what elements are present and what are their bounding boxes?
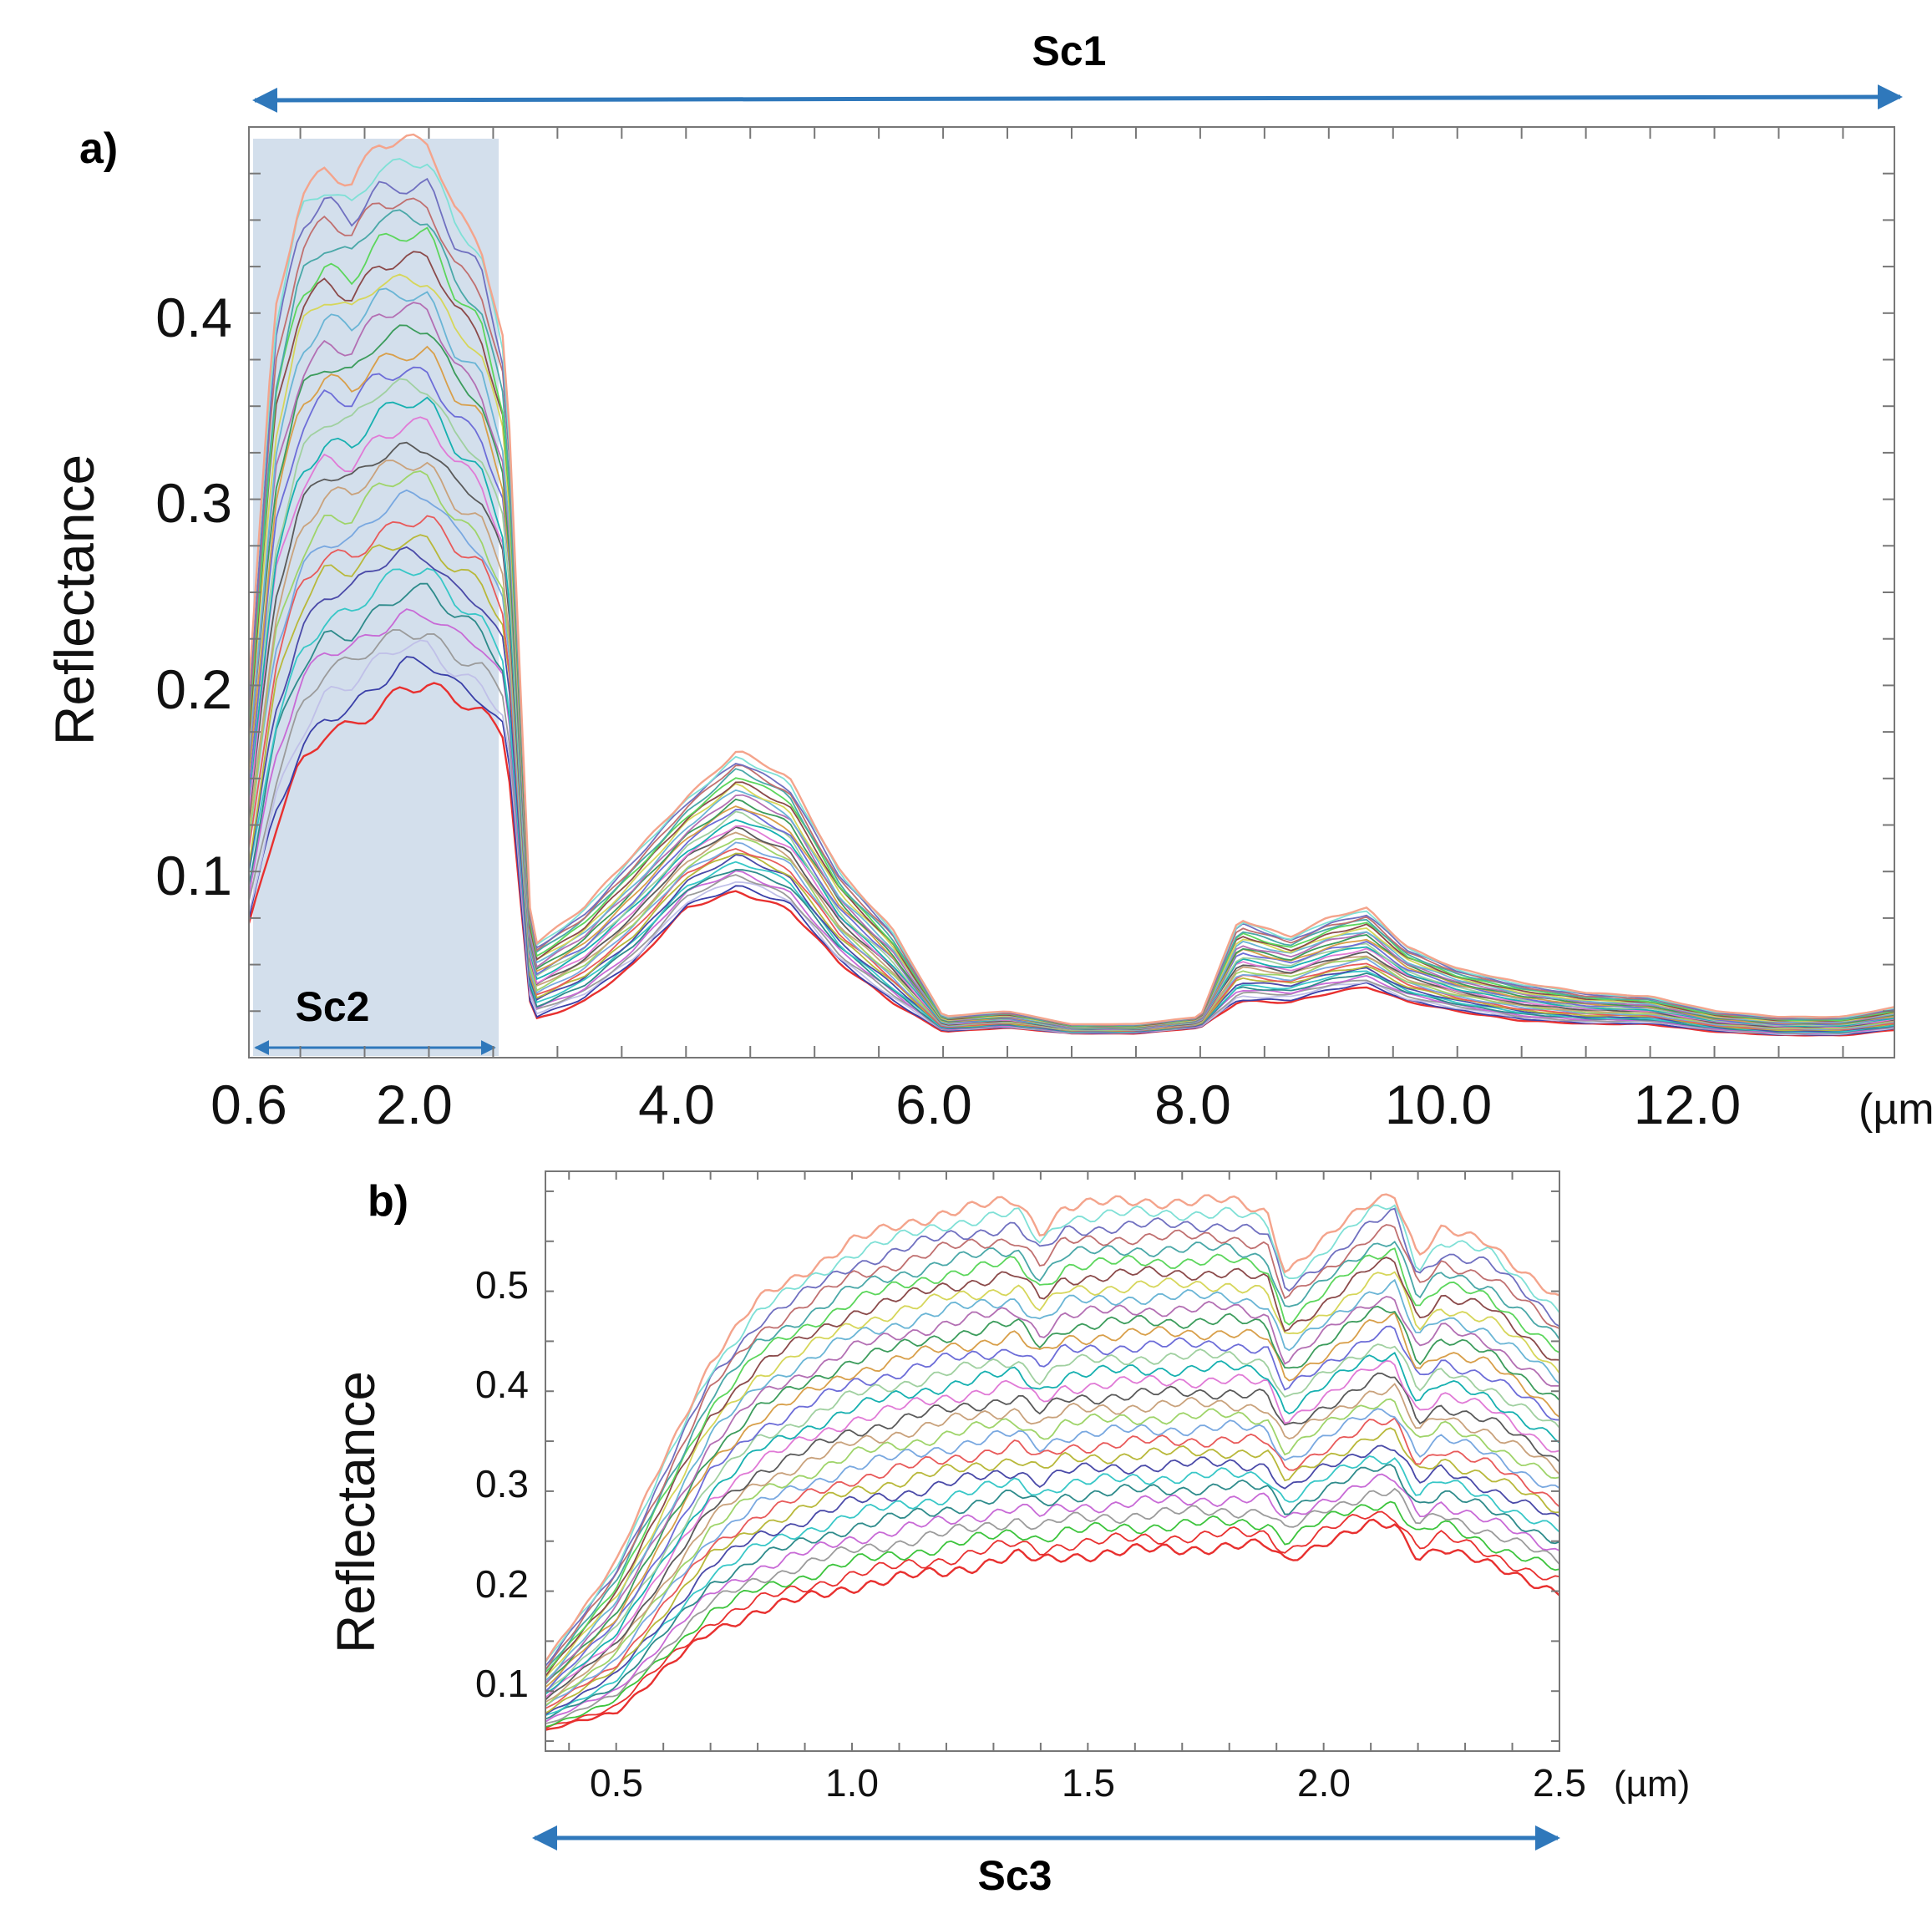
- spectrum-line: [545, 1487, 1559, 1725]
- panel-a-x-unit: (µm): [1858, 1085, 1932, 1134]
- panel-a-ytick-label: 0.2: [155, 658, 232, 720]
- spectrum-line: [545, 1204, 1559, 1663]
- panel-a-ytick-label: 0.3: [155, 472, 232, 534]
- panel-b-label: b): [368, 1177, 408, 1226]
- spectrum-line: [545, 1312, 1559, 1688]
- panel-b-x-unit: (µm): [1614, 1764, 1690, 1805]
- spectrum-line: [545, 1383, 1559, 1703]
- panel-b-xtick-label: 1.0: [825, 1761, 879, 1805]
- panel-a: a) Sc1 Sc2 0.1 0.2 0.3 0.4 0.6 2.0 4.0 6…: [43, 28, 1932, 1135]
- spectrum-line: [545, 1278, 1559, 1682]
- sc1-label: Sc1: [1032, 28, 1107, 74]
- spectrum-line: [545, 1518, 1559, 1731]
- spectrum-line: [545, 1271, 1559, 1678]
- panel-b-ytick-label: 0.5: [475, 1263, 529, 1307]
- spectrum-line: [545, 1455, 1559, 1717]
- panel-a-xtick-label: 8.0: [1154, 1074, 1231, 1135]
- panel-a-ylabel: Reflectance: [43, 454, 105, 746]
- spectrum-line: [545, 1193, 1559, 1663]
- panel-b-xtick-label: 2.5: [1533, 1761, 1586, 1805]
- panel-b-xtick-label: 0.5: [590, 1761, 643, 1805]
- spectrum-line: [545, 1408, 1559, 1708]
- spectrum-line: [545, 1398, 1559, 1706]
- panel-a-xtick-label: 10.0: [1385, 1074, 1492, 1135]
- spectrum-line: [545, 1224, 1559, 1671]
- spectrum-line: [545, 1372, 1559, 1701]
- panel-a-xtick-label: 0.6: [210, 1074, 287, 1135]
- panel-b-spectra: [545, 1193, 1559, 1731]
- sc1-range-arrow: [252, 84, 1903, 113]
- panel-a-xtick-label: 6.0: [895, 1074, 972, 1135]
- spectrum-line: [545, 1351, 1559, 1695]
- panel-b-ylabel: Reflectance: [326, 1371, 386, 1653]
- panel-a-xtick-label: 12.0: [1634, 1074, 1741, 1135]
- panel-a-ytick-label: 0.1: [155, 845, 232, 906]
- spectrum-line: [545, 1500, 1559, 1728]
- spectrum-line: [545, 1305, 1559, 1685]
- panel-b-ytick-label: 0.3: [475, 1462, 529, 1505]
- spectrum-line: [545, 1444, 1559, 1716]
- panel-a-label: a): [79, 124, 118, 173]
- panel-a-xtick-label: 2.0: [376, 1074, 453, 1135]
- panel-b-ytick-label: 0.2: [475, 1562, 529, 1606]
- spectrum-line: [545, 1427, 1559, 1714]
- panel-b-xtick-label: 2.0: [1297, 1761, 1351, 1805]
- sc2-highlight-region: [253, 139, 499, 1056]
- spectrum-line: [545, 1257, 1559, 1677]
- spectrum-line: [545, 1359, 1559, 1698]
- panel-b-ytick-label: 0.1: [475, 1662, 529, 1705]
- panel-b: b) 0.1 0.2 0.3 0.4 0.5 0.5 1.0 1.5 2.0 2…: [326, 1170, 1690, 1899]
- spectrum-line: [545, 1510, 1559, 1729]
- spectrum-line: [545, 1473, 1559, 1723]
- spectrum-line: [545, 1325, 1559, 1693]
- spectrum-line: [545, 1296, 1559, 1684]
- panel-a-spectra: [249, 133, 1894, 1037]
- spectrum-line: [545, 1417, 1559, 1709]
- panel-a-tick-marks: [249, 126, 1894, 1059]
- sc2-label: Sc2: [296, 983, 370, 1030]
- panel-b-xtick-label: 1.5: [1062, 1761, 1115, 1805]
- spectrum-line: [545, 1343, 1559, 1693]
- panel-a-xtick-label: 4.0: [638, 1074, 715, 1135]
- panel-a-ytick-label: 0.4: [155, 287, 232, 348]
- spectrum-line: [545, 1464, 1559, 1720]
- spectrum-line: [545, 1240, 1559, 1671]
- panel-b-tick-marks: [545, 1171, 1560, 1751]
- spectrum-line: [545, 1247, 1559, 1673]
- spectrum-line: [249, 133, 1894, 1026]
- sc3-label: Sc3: [978, 1852, 1052, 1899]
- panel-b-plot-frame: [545, 1170, 1560, 1752]
- panel-b-ytick-label: 0.4: [475, 1363, 529, 1406]
